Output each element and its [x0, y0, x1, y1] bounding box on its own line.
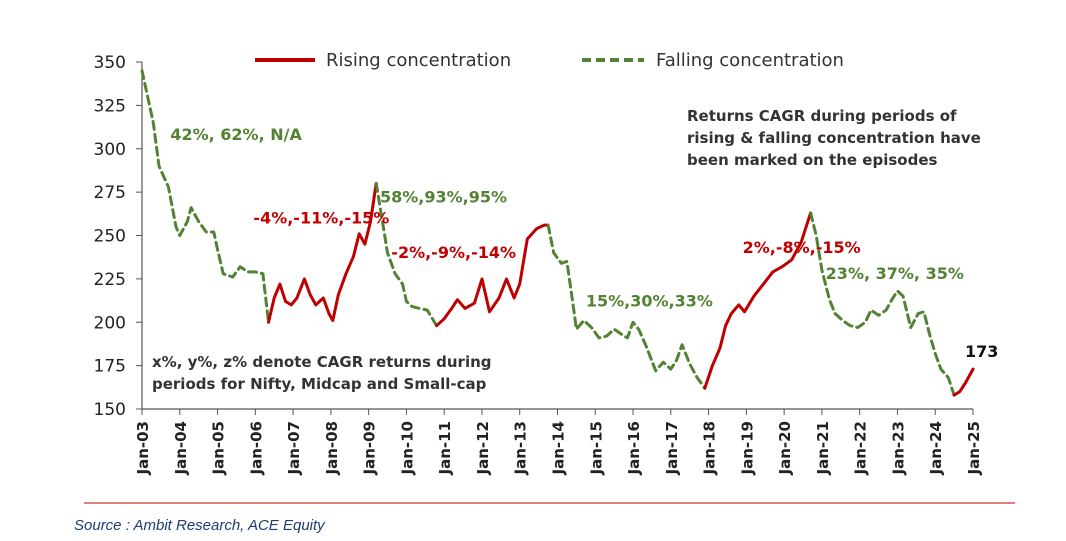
- cagr-annotation: 42%, 62%, N/A: [170, 125, 302, 144]
- x-tick-label: Jan-08: [323, 421, 341, 475]
- x-tick-label: Jan-07: [285, 421, 303, 475]
- cagr-annotation: 23%, 37%, 35%: [826, 264, 964, 283]
- x-tick-label: Jan-15: [587, 421, 605, 475]
- x-tick-label: Jan-23: [889, 421, 907, 475]
- x-tick-label: Jan-16: [625, 421, 643, 475]
- x-tick-label: Jan-19: [738, 421, 756, 475]
- note-bottom-left: x%, y%, z% denote CAGR returns during pe…: [152, 353, 492, 393]
- y-tick-label: 200: [94, 313, 126, 333]
- annotations-group: 42%, 62%, N/A -4%,-11%,-15%58%,93%,95% -2%…: [170, 125, 998, 361]
- note-bottom-left-line: periods for Nifty, Midcap and Small-cap: [152, 375, 487, 393]
- note-bottom-left-line: x%, y%, z% denote CAGR returns during: [152, 353, 492, 371]
- x-tick-label: Jan-10: [398, 421, 416, 475]
- x-tick-label: Jan-05: [210, 421, 228, 475]
- x-tick-label: Jan-11: [436, 421, 454, 475]
- falling-series-line: [546, 223, 707, 390]
- y-tick-label: 350: [94, 53, 126, 73]
- note-top-right-line: been marked on the episodes: [687, 151, 937, 169]
- y-tick-label: 150: [94, 400, 126, 420]
- falling-series-line: [140, 69, 270, 324]
- x-tick-label: Jan-21: [814, 421, 832, 475]
- note-top-right-line: rising & falling concentration have: [687, 129, 981, 147]
- x-tick-label: Jan-03: [134, 421, 152, 475]
- legend: Rising concentration Falling concentrati…: [255, 50, 844, 71]
- rising-series-line: [952, 367, 975, 397]
- x-tick-label: Jan-20: [776, 421, 794, 475]
- source-note: Source : Ambit Research, ACE Equity: [74, 517, 325, 534]
- x-tick-label: Jan-22: [852, 421, 870, 475]
- rising-series-line: [703, 211, 813, 390]
- falling-series-line: [374, 181, 439, 328]
- y-tick-label: 300: [94, 140, 126, 160]
- x-tick-label: Jan-04: [172, 421, 190, 475]
- y-tick-label: 175: [94, 357, 126, 377]
- y-tick-label: 225: [94, 270, 126, 290]
- series-group: [140, 69, 975, 397]
- falling-series-line: [809, 211, 956, 397]
- y-tick-label: 250: [94, 227, 126, 247]
- latest-value-label: 173: [965, 342, 998, 361]
- note-top-right-line: Returns CAGR during periods of: [687, 107, 957, 125]
- rising-series-line: [435, 223, 550, 328]
- x-tick-label: Jan-06: [247, 421, 265, 475]
- x-tick-label: Jan-25: [965, 421, 983, 475]
- rising-series-line: [267, 181, 378, 324]
- y-tick-label: 325: [94, 96, 126, 116]
- axes: 350 325 300 275 250 225 200 175 150 Jan-03 Jan-04 J…: [94, 53, 983, 475]
- x-tick-label: Jan-12: [474, 421, 492, 475]
- x-tick-label: Jan-17: [663, 421, 681, 475]
- cagr-annotation: 2%,-8%,-15%: [743, 238, 861, 257]
- cagr-annotation: -4%,-11%,-15%: [253, 208, 389, 227]
- legend-rising-label: Rising concentration: [326, 50, 511, 71]
- cagr-annotation: 58%,93%,95%: [380, 188, 507, 207]
- legend-falling-label: Falling concentration: [656, 50, 844, 71]
- x-tick-label: Jan-14: [550, 421, 568, 475]
- x-tick-label: Jan-24: [927, 421, 945, 475]
- y-tick-label: 275: [94, 183, 126, 203]
- x-tick-label: Jan-09: [361, 421, 379, 475]
- note-top-right: Returns CAGR during periods of rising & …: [687, 107, 981, 169]
- x-tick-label: Jan-13: [512, 421, 530, 475]
- cagr-annotation: -2%,-9%,-14%: [391, 243, 516, 262]
- x-tick-label: Jan-18: [701, 421, 719, 475]
- cagr-annotation: 15%,30%,33%: [586, 292, 713, 311]
